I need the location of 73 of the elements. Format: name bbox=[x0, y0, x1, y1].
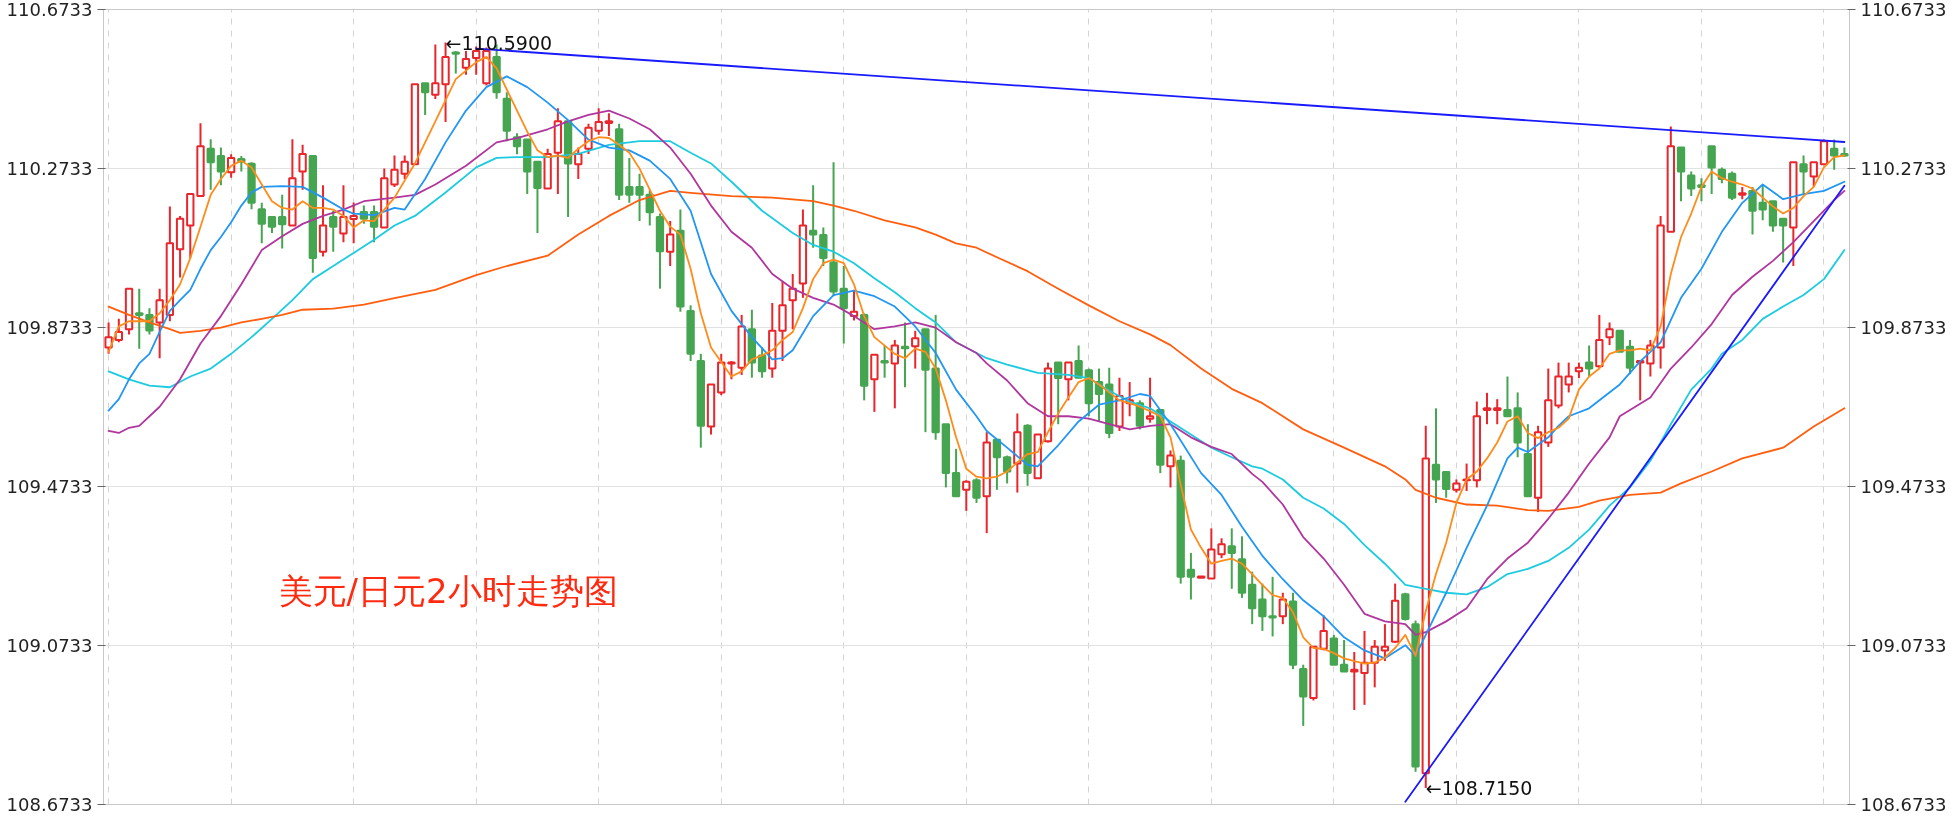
candlestick bbox=[1064, 361, 1073, 402]
candlestick bbox=[1584, 344, 1594, 378]
candlestick bbox=[911, 329, 920, 370]
candlestick bbox=[900, 321, 910, 389]
candlestick bbox=[666, 220, 675, 268]
candlestick bbox=[155, 287, 164, 360]
candlestick bbox=[1248, 570, 1257, 626]
candlestick bbox=[1687, 170, 1696, 198]
candlestick bbox=[329, 209, 338, 253]
candlestick bbox=[104, 321, 113, 355]
candlestick bbox=[216, 146, 226, 187]
candlestick bbox=[1360, 629, 1369, 706]
candlestick bbox=[951, 447, 961, 498]
y-tick-label: 108.6733 bbox=[6, 794, 93, 815]
candlestick bbox=[1431, 407, 1441, 504]
candlestick bbox=[819, 226, 828, 268]
candlestick bbox=[1727, 170, 1737, 202]
y-tick-label: 110.6733 bbox=[6, 0, 93, 20]
y2-tick-label: 110.2733 bbox=[1860, 158, 1947, 179]
candlestick bbox=[604, 112, 614, 138]
candlestick bbox=[1145, 376, 1155, 424]
candlestick bbox=[1442, 470, 1451, 499]
text: 美元/日元2小时走势图 bbox=[278, 570, 618, 611]
candlestick bbox=[1605, 321, 1614, 347]
candlestick bbox=[1258, 582, 1267, 632]
y2-tick-label: 109.4733 bbox=[1860, 476, 1947, 497]
y2-tick-label: 109.0733 bbox=[1860, 635, 1947, 656]
candlestick bbox=[808, 184, 818, 249]
candlestick bbox=[1350, 650, 1359, 712]
line-series bbox=[107, 189, 1846, 512]
candlestick bbox=[1186, 552, 1196, 601]
candlestick bbox=[1564, 361, 1573, 394]
candlestick bbox=[1074, 344, 1083, 380]
y-tick-label: 109.0733 bbox=[6, 635, 93, 656]
candlestick bbox=[1268, 575, 1277, 638]
y2-tick-label: 109.8733 bbox=[1860, 317, 1947, 338]
y-tick-label: 109.4733 bbox=[6, 476, 93, 497]
candlestick bbox=[1493, 398, 1502, 426]
candlestick bbox=[278, 193, 287, 250]
candlestick bbox=[962, 479, 971, 512]
candlestick bbox=[1799, 154, 1808, 196]
candlestick bbox=[257, 201, 266, 245]
candlestick bbox=[461, 49, 471, 76]
y-tick-label: 110.2733 bbox=[6, 158, 93, 179]
candlestick bbox=[1809, 161, 1818, 188]
candlestick bbox=[390, 154, 399, 188]
candlestick bbox=[1819, 138, 1829, 166]
candlestick bbox=[594, 107, 603, 136]
candlestick bbox=[1758, 184, 1767, 222]
candlestick bbox=[1319, 614, 1328, 652]
candlestick bbox=[1380, 623, 1390, 663]
candlestick bbox=[972, 477, 981, 504]
candlestick bbox=[1339, 639, 1349, 673]
candlestick bbox=[1227, 527, 1236, 590]
candlestick bbox=[1748, 185, 1757, 236]
candlestick bbox=[1166, 449, 1175, 489]
candlestick bbox=[1697, 177, 1706, 203]
y2-tick-label: 110.6733 bbox=[1860, 0, 1947, 20]
y2-tick-label: 108.6733 bbox=[1860, 794, 1947, 815]
candlestick bbox=[451, 49, 460, 75]
candlestick bbox=[1778, 217, 1788, 264]
annotation: ←108.7150 bbox=[1425, 776, 1533, 799]
candlestick bbox=[420, 82, 430, 116]
annotation: ←110.5900 bbox=[445, 31, 553, 54]
candlestick bbox=[206, 138, 215, 191]
y-tick-label: 109.8733 bbox=[6, 317, 93, 338]
candlestick bbox=[135, 287, 144, 350]
candlestick bbox=[880, 344, 889, 379]
candlestick bbox=[1707, 145, 1716, 196]
candlestick bbox=[400, 154, 409, 180]
candlestick bbox=[1676, 146, 1686, 203]
candlestick bbox=[1482, 391, 1492, 426]
candlestick bbox=[298, 143, 307, 191]
